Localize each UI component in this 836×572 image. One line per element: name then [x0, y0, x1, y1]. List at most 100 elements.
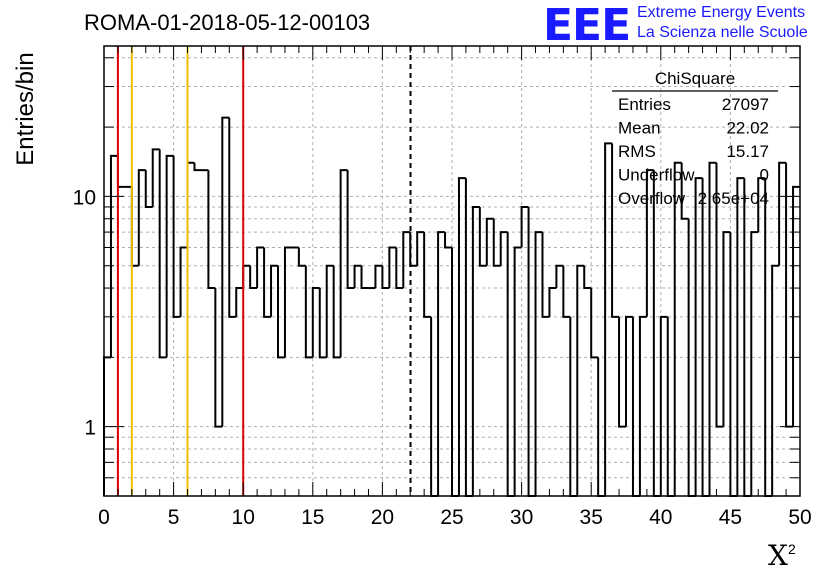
histogram-bin [604, 142, 613, 496]
x-axis-label-superscript: 2 [787, 541, 796, 557]
x-tick-label: 5 [168, 506, 180, 529]
histogram-bin [437, 231, 446, 496]
histogram-bin [757, 177, 766, 233]
chart-title: ROMA-01-2018-05-12-00103 [84, 10, 371, 35]
histogram-bin [736, 177, 745, 496]
stats-value: 2.65e+04 [698, 189, 769, 208]
histogram-bin [541, 232, 550, 318]
histogram-bin [249, 265, 258, 290]
histogram-bin [576, 264, 585, 496]
histogram-bin [715, 162, 724, 428]
stats-name: ChiSquare [655, 69, 735, 88]
x-tick-label: 10 [232, 506, 255, 529]
histogram-bin [311, 287, 320, 358]
histogram-bin [722, 231, 731, 427]
histogram-bin [395, 247, 404, 290]
histogram-bin [339, 169, 348, 358]
histogram-bin [228, 117, 237, 318]
histogram-bin [625, 315, 633, 427]
histogram-bin [374, 264, 383, 289]
histogram-bin [221, 116, 230, 427]
histogram-bin [743, 178, 752, 497]
histogram-bin [172, 155, 181, 318]
histogram-bin [694, 177, 703, 496]
histogram-bin [485, 217, 494, 266]
histogram-bin [165, 154, 174, 358]
histogram-bin [534, 231, 543, 496]
histogram-bin [569, 316, 578, 497]
histogram-bin [346, 170, 355, 290]
stats-value: 27097 [722, 95, 769, 114]
histogram-bin [207, 170, 216, 290]
x-tick-label: 15 [301, 506, 324, 529]
x-axis-label: X2 [768, 539, 796, 572]
histogram-bin [130, 186, 139, 267]
histogram-bin [283, 246, 292, 358]
histogram-bin [631, 316, 640, 497]
histogram-bin [116, 155, 125, 188]
x-axis-label-main: X [768, 539, 788, 572]
histogram-bin [297, 247, 306, 267]
histogram-bin [325, 264, 334, 358]
histogram-bin [402, 231, 411, 289]
stats-box: ChiSquare Entries 27097 Mean 22.02 RMS 15.17 Un… [612, 69, 778, 208]
histogram-bin [708, 161, 717, 496]
histogram-bin [416, 231, 425, 266]
histogram-bin [645, 169, 654, 317]
histogram-bin [304, 265, 313, 359]
histogram-bin [492, 218, 501, 267]
histogram-bin [430, 316, 439, 497]
stats-label: Entries [618, 95, 671, 114]
histogram-bin [464, 178, 473, 497]
histogram-bin [186, 161, 195, 248]
x-tick-label: 20 [371, 506, 394, 529]
histogram-bin [590, 288, 599, 359]
histogram-bin [256, 246, 265, 289]
y-tick-label: 10 [73, 186, 96, 209]
histogram-bin [499, 231, 508, 266]
histogram-bin [673, 161, 682, 496]
logo-text-line1: Extreme Energy Events [637, 4, 806, 21]
histogram-bin [444, 232, 452, 249]
histogram-bin [423, 232, 432, 318]
histogram-bin [263, 247, 272, 318]
x-tick-label: 40 [649, 506, 672, 529]
histogram-bin [179, 246, 188, 317]
histogram-bin [457, 177, 466, 496]
x-tick-label: 50 [788, 506, 811, 529]
histogram-bin [158, 149, 167, 359]
histogram-bin [638, 315, 647, 496]
stats-value: 0 [760, 166, 769, 185]
histogram-bin [235, 287, 244, 317]
histogram-bin [151, 148, 160, 207]
histogram-bin [583, 265, 592, 290]
histogram-bin [109, 154, 118, 358]
stats-value: 15.17 [726, 142, 769, 161]
histogram-bin [137, 169, 146, 266]
stats-value: 22.02 [726, 119, 769, 138]
histogram-bin [555, 264, 564, 289]
histogram-bin [471, 205, 480, 496]
histogram-bin [562, 265, 571, 318]
histogram-bin [520, 205, 529, 248]
histogram-bin [666, 316, 675, 497]
histogram-bin [277, 265, 285, 359]
histogram-bin [785, 162, 794, 428]
histogram-bin [659, 315, 668, 496]
histogram-bin [242, 264, 251, 289]
histogram-bin [193, 162, 202, 172]
reference-lines [116, 46, 412, 496]
stats-label: Underflow [618, 166, 695, 185]
histogram-bin [478, 206, 487, 267]
x-tick-label: 35 [580, 506, 603, 529]
histogram-bin [388, 246, 397, 289]
histogram-bin [764, 178, 773, 497]
histogram-bin [360, 265, 369, 290]
logo-text-line2: La Scienza nelle Scuole [637, 24, 808, 41]
histogram-bin [513, 246, 522, 496]
histogram-bin [144, 170, 153, 208]
logo-mark: EEE [543, 0, 631, 51]
histogram-bin [451, 247, 459, 497]
histogram-bin [214, 288, 223, 428]
